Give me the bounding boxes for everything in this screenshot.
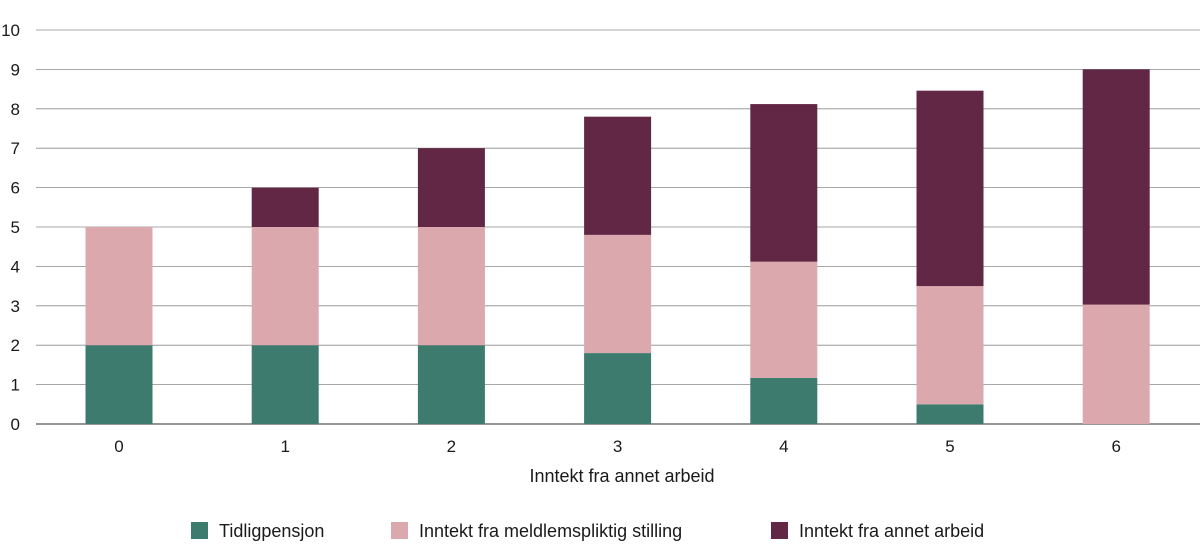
bar-segment-2-cat-0 [85, 227, 153, 346]
x-tick-label: 3 [613, 437, 622, 456]
bar-segment-3-cat-2 [417, 148, 485, 227]
x-tick-label: 6 [1111, 437, 1120, 456]
y-tick-label: 7 [11, 139, 20, 158]
y-tick-label: 3 [11, 297, 20, 316]
legend: Tidligpensjon Inntekt fra meldlemspliktig… [191, 521, 984, 541]
x-tick-label: 0 [114, 437, 123, 456]
bar-segment-3-cat-5 [916, 90, 984, 287]
x-tick-label: 1 [280, 437, 289, 456]
bar-segment-3-cat-1 [251, 187, 319, 227]
y-tick-label: 6 [11, 179, 20, 198]
y-tick-label: 2 [11, 336, 20, 355]
y-tick-label: 0 [11, 415, 20, 434]
legend-label: Tidligpensjon [219, 521, 324, 541]
bar-segment-2-cat-2 [417, 227, 485, 346]
bar-segment-2-cat-1 [251, 227, 319, 346]
legend-swatch [771, 522, 788, 539]
bar-segment-2-cat-6 [1082, 304, 1150, 424]
bar-segment-1-cat-2 [417, 345, 485, 424]
bar-segment-1-cat-1 [251, 345, 319, 424]
bar-segment-3-cat-6 [1082, 69, 1150, 305]
bars [85, 69, 1150, 424]
bar-segment-1-cat-4 [750, 377, 818, 424]
legend-swatch [391, 522, 408, 539]
x-tick-label: 2 [447, 437, 456, 456]
bar-segment-2-cat-3 [584, 234, 652, 354]
y-tick-label: 9 [11, 60, 20, 79]
x-tick-labels: 0 1 2 3 4 5 6 [114, 437, 1121, 456]
legend-swatch [191, 522, 208, 539]
bar-segment-2-cat-5 [916, 286, 984, 405]
bar-segment-2-cat-4 [750, 261, 818, 378]
y-tick-label: 1 [11, 376, 20, 395]
legend-label: Inntekt fra meldlemspliktig stilling [419, 521, 682, 541]
x-axis-title: Inntekt fra annet arbeid [529, 466, 714, 486]
x-tick-label: 4 [779, 437, 788, 456]
x-tick-label: 5 [945, 437, 954, 456]
bar-segment-1-cat-0 [85, 345, 153, 424]
y-tick-label: 4 [11, 257, 20, 276]
y-tick-labels: 0 1 2 3 4 5 6 7 8 9 10 [1, 21, 20, 434]
bar-segment-3-cat-4 [750, 104, 818, 262]
bar-segment-1-cat-5 [916, 404, 984, 424]
y-tick-label: 5 [11, 218, 20, 237]
y-tick-label: 8 [11, 100, 20, 119]
y-tick-label: 10 [1, 21, 20, 40]
legend-label: Inntekt fra annet arbeid [799, 521, 984, 541]
bar-segment-1-cat-3 [584, 353, 652, 424]
bar-segment-3-cat-3 [584, 116, 652, 235]
